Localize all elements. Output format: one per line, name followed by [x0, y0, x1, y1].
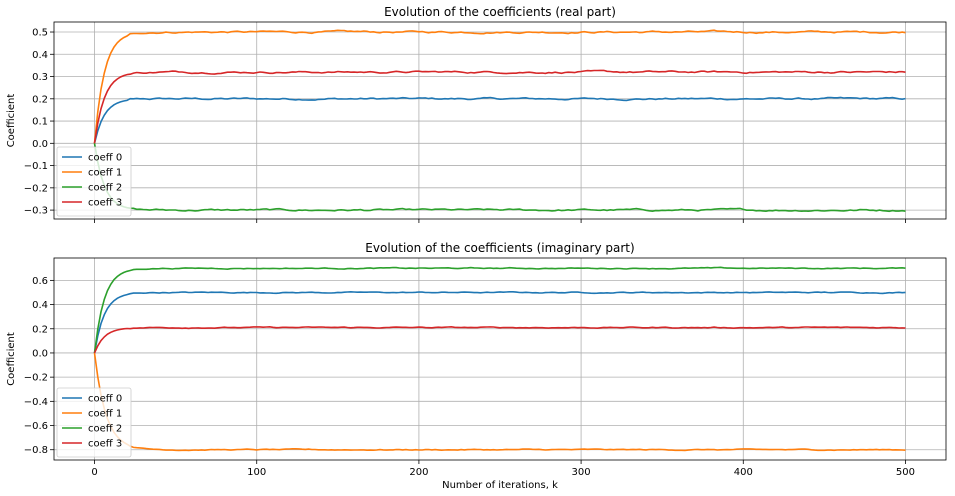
y-tick-label: 0.4: [32, 300, 48, 311]
series-line-3: [93, 69, 906, 144]
legend-label: coeff 0: [88, 153, 122, 164]
y-tick-label: 0.0: [32, 348, 48, 359]
legend-label: coeff 2: [88, 183, 122, 194]
series-line-1: [93, 29, 906, 144]
y-tick-label: 0.0: [32, 139, 48, 150]
series-line-2: [93, 143, 906, 213]
legend-box: [56, 146, 132, 217]
legend-label: coeff 3: [88, 439, 122, 450]
plot-frame: [53, 257, 947, 461]
y-tick-label: −0.3: [24, 206, 48, 217]
x-tick-label: 200: [409, 467, 428, 478]
y-tick-label: 0.5: [32, 28, 48, 39]
x-tick-label: 400: [734, 467, 753, 478]
series-line-0: [93, 290, 906, 354]
real-part-chart: −0.3 −0.2 −0.1 0.0 0.1 0.2 0.3 0.4 0.5 Evolution …: [6, 5, 947, 223]
legend-label: coeff 2: [88, 424, 122, 435]
chart-title: Evolution of the coefficients (imaginary…: [365, 241, 634, 255]
series-line-1: [93, 352, 906, 452]
y-axis-label: Coefficient: [6, 332, 17, 386]
y-tick-label: −0.6: [24, 421, 48, 432]
y-tick-label: 0.4: [32, 50, 48, 61]
legend-box: [56, 387, 132, 458]
legend-label: coeff 1: [88, 409, 122, 420]
legend-label: coeff 1: [88, 168, 122, 179]
y-tick-label: −0.4: [24, 397, 48, 408]
y-tick-label: 0.3: [32, 72, 48, 83]
y-axis-label: Coefficient: [6, 94, 17, 148]
y-tick-label: 0.6: [32, 276, 48, 287]
x-tick-label: 300: [572, 467, 591, 478]
series-line-3: [93, 325, 906, 354]
imaginary-part-chart: 0 100 200 300 400 500 −0.8 −0.6 −0.4 −0.2 0.0 0.2 0.…: [6, 241, 947, 491]
y-tick-label: 0.1: [32, 117, 48, 128]
y-tick-label: 0.2: [32, 94, 48, 105]
legend-label: coeff 0: [88, 394, 122, 405]
legend-label: coeff 3: [88, 198, 122, 209]
chart-title: Evolution of the coefficients (real part…: [384, 5, 616, 19]
y-tick-label: −0.2: [24, 373, 48, 384]
plot-frame: [53, 21, 947, 220]
x-tick-label: 500: [896, 467, 915, 478]
legend: coeff 0 coeff 1 coeff 2 coeff 3: [56, 387, 132, 458]
x-axis-label: Number of iterations, k: [442, 480, 558, 491]
y-tick-label: −0.2: [24, 183, 48, 194]
x-tick-label: 100: [247, 467, 266, 478]
y-tick-label: −0.1: [24, 161, 48, 172]
series-line-0: [93, 96, 906, 144]
y-tick-label: −0.8: [24, 445, 48, 456]
y-tick-label: 0.2: [32, 324, 48, 335]
x-tick-label: 0: [91, 467, 97, 478]
series-line-2: [93, 266, 906, 354]
legend: coeff 0 coeff 1 coeff 2 coeff 3: [56, 146, 132, 217]
